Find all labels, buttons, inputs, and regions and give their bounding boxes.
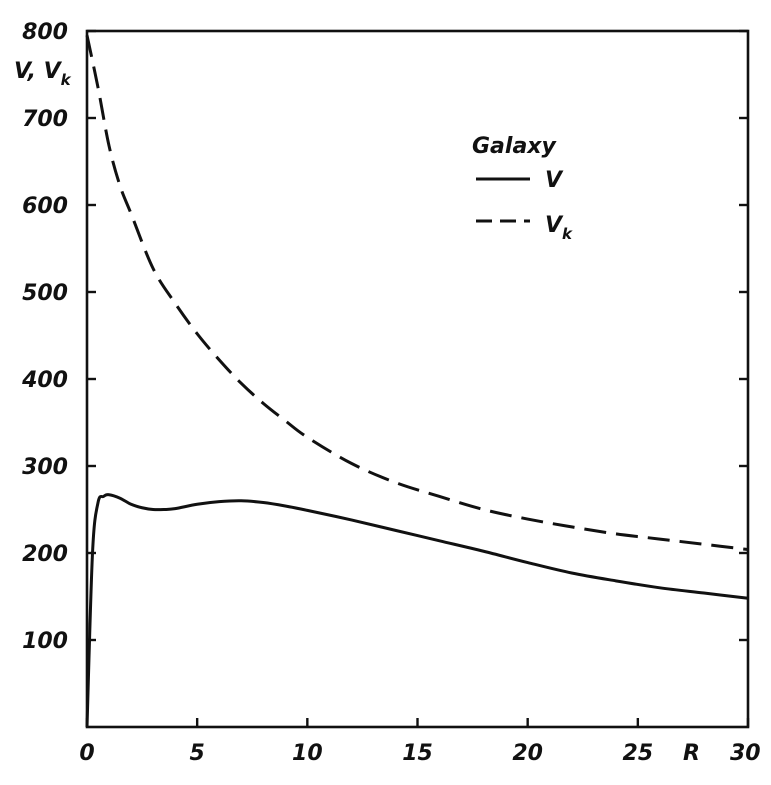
legend-label-v-main: V — [545, 168, 564, 193]
legend-label-vk: Vk — [545, 213, 573, 243]
y-tick-label: 700 — [22, 107, 68, 132]
legend-title: Galaxy — [472, 134, 557, 159]
x-tick-label: 30 — [730, 741, 761, 766]
y-axis-title-subscript: k — [61, 71, 72, 89]
legend: Galaxy V Vk — [472, 134, 573, 243]
y-tick-label: 600 — [22, 194, 68, 219]
y-axis-title: V, Vk — [14, 59, 72, 89]
plot-frame — [85, 29, 750, 729]
legend-label-vk-main: V — [545, 213, 564, 238]
y-axis-ticks: 100 200 300 400 500 600 700 800 — [21, 20, 748, 654]
x-tick-label: 5 — [190, 741, 205, 766]
x-tick-label: 10 — [292, 741, 323, 766]
x-tick-label: 20 — [512, 741, 543, 766]
y-tick-label: 500 — [22, 281, 68, 306]
y-tick-label: 800 — [22, 20, 68, 45]
series-layer — [85, 35, 749, 728]
series-line-v — [85, 493, 749, 728]
y-tick-label: 400 — [21, 368, 68, 393]
legend-label-v: V — [545, 168, 564, 193]
y-tick-label: 300 — [22, 455, 68, 480]
y-tick-label: 200 — [22, 542, 68, 567]
x-axis-ticks: 0 5 10 15 20 25 30 — [79, 718, 761, 766]
legend-label-vk-subscript: k — [562, 225, 573, 243]
y-axis-title-main: V, V — [14, 59, 63, 84]
x-tick-label: 25 — [623, 741, 654, 766]
x-tick-label: 15 — [402, 741, 433, 766]
x-axis-title: R — [683, 741, 700, 766]
y-tick-label: 100 — [22, 629, 68, 654]
x-tick-label: 0 — [79, 741, 94, 766]
series-line-v-k — [85, 35, 749, 552]
